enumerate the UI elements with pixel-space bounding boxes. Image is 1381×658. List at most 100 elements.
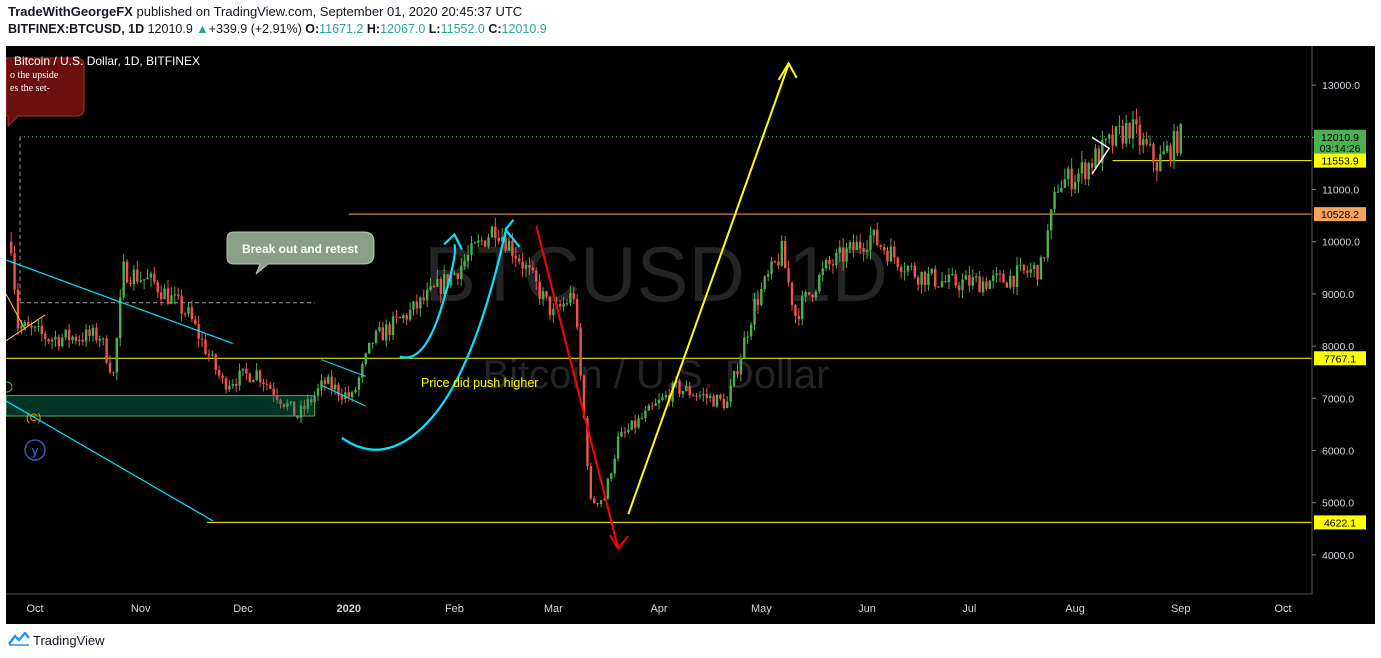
candle-body (1094, 148, 1097, 168)
red-down-arrow[interactable] (535, 225, 620, 549)
candle-body (1049, 209, 1053, 231)
candle-body (1009, 275, 1012, 288)
candle-body (466, 254, 470, 262)
candle-body (183, 313, 187, 315)
candle-body (657, 399, 661, 404)
candle-body (74, 336, 78, 341)
candle-body (112, 372, 115, 374)
white-marker[interactable] (1091, 136, 1111, 175)
symbol-label: BITFINEX:BTCUSD, 1D (8, 22, 145, 36)
candle-body (402, 315, 405, 319)
candle-body (1145, 138, 1148, 145)
candle-body (361, 363, 364, 378)
candle-body (906, 266, 910, 272)
curved-arrow-big-head[interactable] (504, 219, 521, 248)
open-value: 11671.2 (319, 22, 364, 36)
candle-body (159, 292, 163, 300)
bubble-callout[interactable] (226, 231, 375, 275)
price-chart[interactable]: BTCUSD, 1D Bitcoin / U.S. Dollar o the up… (6, 46, 1375, 624)
candle-body (303, 405, 306, 410)
candle-body (1019, 264, 1022, 266)
x-tick-label: Jun (858, 603, 876, 615)
author-name[interactable]: TradeWithGeorgeFX (8, 4, 133, 19)
candle-body (896, 257, 899, 268)
callout-text-line2: es the set- (10, 83, 50, 94)
candle-body (978, 276, 981, 293)
high-label: H: (366, 22, 381, 36)
candle-body (841, 247, 845, 262)
candle-body (807, 292, 811, 295)
left-trend-segment[interactable] (6, 314, 46, 342)
candle-body (899, 267, 903, 272)
candle-body (552, 308, 555, 316)
close-value: 12010.9 (501, 22, 547, 36)
candle-body (367, 342, 371, 354)
candle-body (398, 317, 402, 319)
candle-body (889, 246, 893, 262)
candle-body (964, 275, 968, 280)
candle-body (20, 325, 23, 329)
curved-arrow-big[interactable] (341, 231, 507, 451)
curved-arrow-small-head[interactable] (443, 232, 463, 251)
candle-body (1172, 131, 1176, 162)
candle-body (439, 278, 442, 295)
candle-body (238, 370, 241, 386)
candle-body (207, 354, 211, 356)
candle-body (129, 282, 132, 285)
trendline-upper[interactable] (6, 259, 233, 345)
candle-body (1015, 265, 1019, 288)
candle-body (1114, 126, 1118, 146)
candle-body (61, 337, 64, 347)
candle-body (460, 265, 463, 280)
candle-body (702, 394, 705, 396)
candle-body (9, 241, 13, 254)
flag-line-top[interactable] (321, 359, 366, 377)
wave-circle-left (6, 381, 13, 393)
flag-line-bottom[interactable] (321, 384, 366, 407)
callout-top-left[interactable] (6, 57, 85, 128)
candle-body (719, 394, 722, 399)
candle-body (647, 405, 650, 411)
candle-body (712, 395, 715, 407)
wave-label-y: y (32, 443, 39, 458)
candle-body (1056, 191, 1060, 193)
tradingview-brand[interactable]: TradingView (33, 633, 105, 648)
candle-body (1107, 134, 1111, 139)
candle-body (1043, 257, 1046, 259)
candle-body (882, 246, 886, 251)
change-up-icon: ▲ (196, 22, 209, 36)
candle-body (821, 268, 824, 275)
candle-body (357, 377, 361, 390)
x-tick-label: Apr (650, 603, 667, 615)
candle-body (753, 298, 756, 325)
price-label-box (1314, 153, 1366, 168)
candle-body (494, 226, 497, 238)
price-label-box (1314, 129, 1366, 144)
candle-body (538, 281, 541, 299)
low-value: 11552.0 (440, 22, 485, 36)
candle-body (26, 322, 30, 326)
candle-body (316, 388, 320, 396)
candle-body (1135, 119, 1138, 125)
candle-body (279, 400, 282, 405)
candle-body (142, 279, 146, 281)
price-label-text: 4622.1 (1324, 517, 1356, 529)
trendline-lower[interactable] (6, 400, 214, 522)
curved-arrow-small[interactable] (399, 243, 457, 359)
yellow-up-arrow-head[interactable] (777, 61, 798, 81)
candle-body (930, 268, 934, 274)
candle-body (1053, 191, 1056, 210)
candle-body (627, 429, 630, 433)
candle-body (425, 289, 429, 301)
candle-body (173, 294, 177, 296)
demand-zone-rect[interactable] (6, 395, 316, 417)
red-down-arrow-head[interactable] (609, 534, 629, 551)
tradingview-logo-icon[interactable] (8, 632, 30, 646)
candle-body (214, 354, 217, 370)
y-tick-label: 6000.0 (1322, 445, 1354, 457)
yellow-up-arrow[interactable] (627, 63, 790, 515)
chart-area[interactable]: BTCUSD, 1D Bitcoin / U.S. Dollar o the up… (6, 46, 1375, 624)
candle-body (1125, 123, 1128, 144)
left-trend-segment[interactable] (6, 293, 27, 331)
candle-body (1142, 138, 1145, 146)
